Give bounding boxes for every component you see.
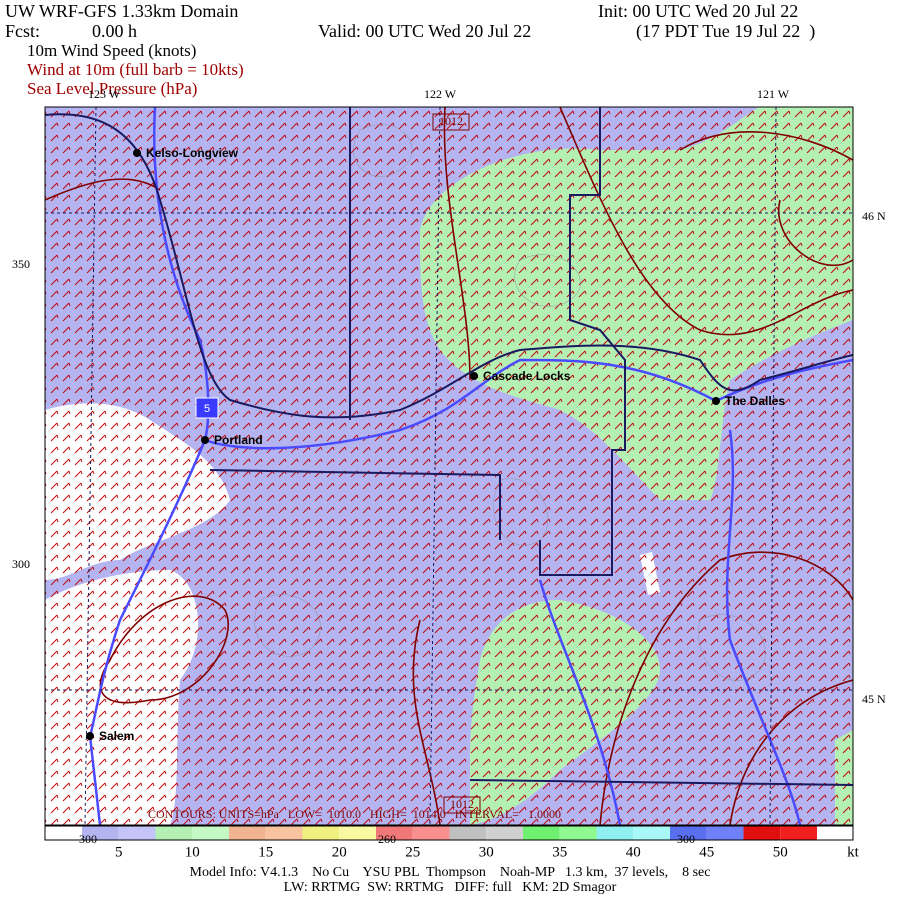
colorbar-cell [523, 826, 560, 840]
wind-barbs [45, 107, 853, 825]
field-label: Wind at 10m (full barb = 10kts) [27, 60, 244, 79]
city-dots [86, 149, 720, 740]
footer-line: Model Info: V4.1.3 No Cu YSU PBL Thompso… [190, 865, 711, 880]
footer-line: LW: RRTMG SW: RRTMG DIFF: full KM: 2D Sm… [284, 880, 617, 895]
pressure-contours [45, 107, 853, 825]
colorbar-label: 45 [699, 844, 714, 860]
colorbar-label: 30 [479, 844, 494, 860]
field-label: 10m Wind Speed (knots) [27, 41, 196, 60]
colorbar-cell [486, 826, 523, 840]
grid-label: 300 [12, 557, 30, 571]
colorbar-cell [118, 826, 156, 840]
colorbar-label: 40 [626, 844, 641, 860]
lat-label: 46 N [862, 209, 886, 223]
lon-label: 121 W [757, 87, 790, 101]
colorbar-cell [559, 826, 597, 840]
local-time: (17 PDT Tue 19 Jul 22 ) [636, 21, 815, 42]
highway-shield [195, 397, 219, 419]
colorbar-unit: kt [847, 844, 860, 860]
colorbar-cell [192, 826, 229, 840]
fcst-label: Fcst: [5, 21, 40, 41]
colorbar-label: 5 [115, 844, 123, 860]
grid-label: 350 [12, 257, 30, 271]
map [45, 107, 853, 825]
colorbar-label: 15 [258, 844, 273, 860]
field-label: Sea Level Pressure (hPa) [27, 79, 197, 98]
colorbar-label: 10 [185, 844, 200, 860]
roads [45, 107, 853, 786]
lon-label: 122 W [424, 87, 457, 101]
overlay-number: 260 [378, 832, 396, 846]
colorbar-cell [449, 826, 487, 840]
colorbar-frame [44, 825, 854, 841]
colorbar-label: 35 [552, 844, 567, 860]
colorbar-cell [670, 826, 707, 840]
colorbar-cell [412, 826, 450, 840]
colorbar-cell [45, 826, 82, 840]
overlay-number: 300 [79, 832, 97, 846]
colorbar-cell [743, 826, 781, 840]
colorbar-cell [229, 826, 266, 840]
lat-label: 45 N [862, 692, 886, 706]
colorbar-cell [596, 826, 634, 840]
colorbar-cell [376, 826, 413, 840]
colorbar-label: 25 [405, 844, 420, 860]
city-label: Portland [214, 433, 263, 447]
overlay-number: 300 [677, 832, 695, 846]
fcst-value: 0.00 h [92, 21, 137, 41]
colorbar-label: 20 [332, 844, 347, 860]
contour-label: 1012 [450, 797, 474, 811]
grid-lines [45, 107, 853, 825]
colorbar-cell [302, 826, 340, 840]
contour-label-box [432, 113, 470, 131]
colorbar-cell [339, 826, 376, 840]
init-time: Init: 00 UTC Wed 20 Jul 22 [598, 1, 798, 21]
colorbar-cell [265, 826, 303, 840]
colorbar-cell [706, 826, 744, 840]
colorbar-cell [817, 826, 853, 840]
colorbar-cell [633, 826, 670, 840]
colorbar: 5 10 15 20 25 30 35 40 45 50 [45, 826, 853, 860]
colorbar-cell [155, 826, 193, 840]
contour-label-box [443, 796, 481, 814]
contour-info: CONTOURS: UNITS=hPa LOW= 1010.0 HIGH= 10… [148, 807, 561, 821]
city-label: Kelso-Longview [146, 146, 239, 160]
colorbar-cell [82, 826, 119, 840]
colorbar-cell [780, 826, 817, 840]
title: UW WRF-GFS 1.33km Domain [5, 1, 238, 21]
colorbar-label: 50 [773, 844, 788, 860]
city-label: The Dalles [725, 394, 785, 408]
contour-label: 1012 [439, 114, 463, 128]
highway-label: 5 [204, 403, 210, 415]
city-label: Salem [99, 729, 134, 743]
map-frame [44, 106, 854, 826]
city-label: Cascade Locks [483, 369, 571, 383]
lon-label: 123 W [88, 87, 121, 101]
valid-time: Valid: 00 UTC Wed 20 Jul 22 [318, 21, 531, 41]
